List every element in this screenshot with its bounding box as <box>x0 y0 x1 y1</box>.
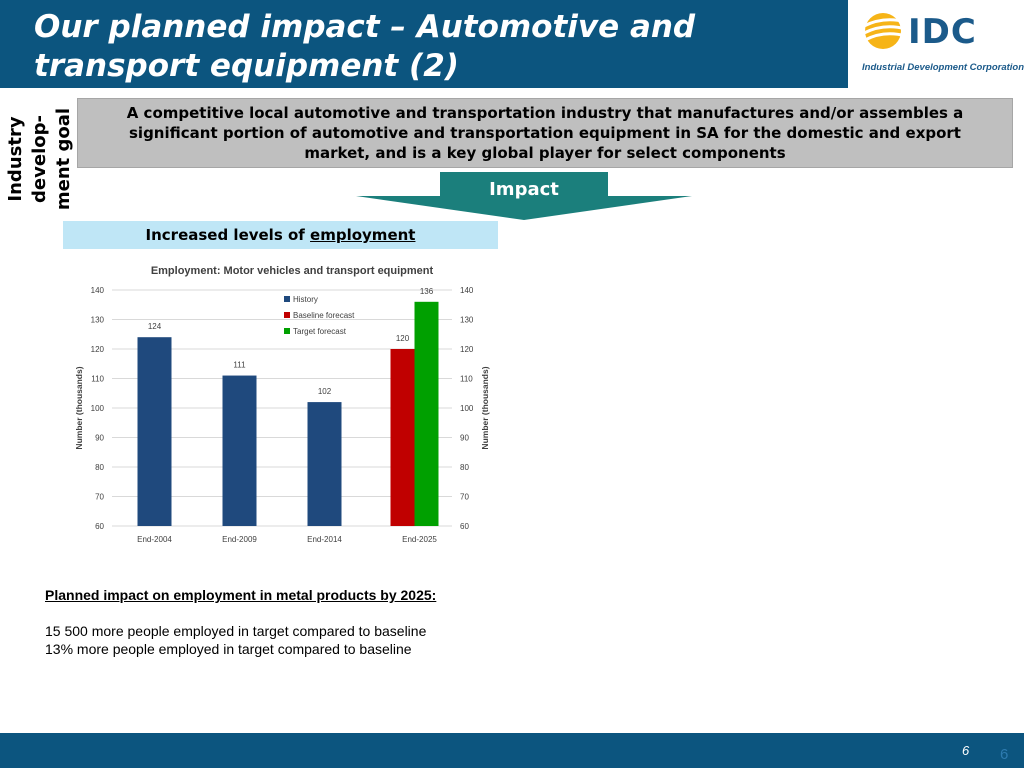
planned-impact-line-2: 13% more people employed in target compa… <box>45 641 412 657</box>
bar-history <box>307 402 342 526</box>
idc-logo: IDC Industrial Development Corporation <box>848 0 1024 88</box>
sun-logo-icon <box>863 13 907 49</box>
y-tick-label-left: 110 <box>91 375 104 384</box>
chart-title: Employment: Motor vehicles and transport… <box>151 265 434 277</box>
y-tick-label-right: 90 <box>460 434 469 443</box>
legend-entry: Target forecast <box>293 327 347 336</box>
legend-swatch <box>284 328 290 334</box>
y-tick-label-right: 100 <box>460 404 474 413</box>
y-tick-label-right: 110 <box>460 375 473 384</box>
data-label: 136 <box>420 287 434 296</box>
impact-label: Impact <box>489 179 559 200</box>
legend-entry: History <box>293 295 318 304</box>
y-tick-label-left: 60 <box>95 522 104 531</box>
page-number-alt: 6 <box>1000 746 1009 763</box>
y-tick-label-left: 140 <box>91 286 105 295</box>
y-tick-label-right: 140 <box>460 286 474 295</box>
y-tick-label-left: 80 <box>95 463 104 472</box>
title-line-1: Our planned impact – Automotive and <box>34 9 696 45</box>
employment-prefix: Increased levels of <box>145 226 311 244</box>
slide-header: Our planned impact – Automotive and tran… <box>0 0 1024 88</box>
employment-bar-chart: Employment: Motor vehicles and transport… <box>74 265 490 544</box>
y-tick-label-right: 120 <box>460 345 474 354</box>
y-axis-label-right: Number (thousands) <box>480 366 490 449</box>
y-tick-label-left: 120 <box>91 345 105 354</box>
y-tick-label-left: 90 <box>95 434 104 443</box>
employment-word: employment <box>310 226 416 244</box>
planned-impact-heading: Planned impact on employment in metal pr… <box>45 587 437 603</box>
slide-footer <box>0 733 1024 768</box>
side-label-line-1: Industry <box>5 116 26 202</box>
data-label: 120 <box>396 334 410 343</box>
employment-header: Increased levels of employment <box>63 221 498 249</box>
data-label: 111 <box>233 361 246 370</box>
bar-history <box>137 337 172 526</box>
title-line-2: transport equipment (2) <box>34 48 459 84</box>
y-tick-label-right: 80 <box>460 463 469 472</box>
legend-entry: Baseline forecast <box>293 311 355 320</box>
y-tick-label-left: 100 <box>91 404 105 413</box>
impact-arrow-icon <box>356 172 692 220</box>
data-label: 102 <box>318 387 332 396</box>
legend-swatch <box>284 312 290 318</box>
logo-subtitle: Industrial Development Corporation <box>862 62 1024 73</box>
bar-baseline-forecast <box>390 349 415 526</box>
y-axis-label-left: Number (thousands) <box>74 366 84 449</box>
x-tick-label: End-2025 <box>402 535 437 544</box>
legend-swatch <box>284 296 290 302</box>
y-tick-label-right: 130 <box>460 316 474 325</box>
bar-history <box>222 375 257 526</box>
bar-target-forecast <box>414 301 439 526</box>
side-label-line-3: ment goal <box>53 107 74 211</box>
x-tick-label: End-2004 <box>137 535 172 544</box>
y-tick-label-right: 70 <box>460 493 469 502</box>
industry-development-goal-label: Industry develop- ment goal <box>4 100 76 218</box>
y-tick-label-right: 60 <box>460 522 469 531</box>
data-label: 124 <box>148 322 162 331</box>
x-tick-label: End-2014 <box>307 535 342 544</box>
side-label-line-2: develop- <box>29 115 50 203</box>
page-number: 6 <box>962 743 970 758</box>
y-tick-label-left: 70 <box>95 493 104 502</box>
planned-impact-line-1: 15 500 more people employed in target co… <box>45 623 427 639</box>
planned-impact-section: Planned impact on employment in metal pr… <box>45 586 436 658</box>
y-tick-label-left: 130 <box>91 316 105 325</box>
slide-title: Our planned impact – Automotive and tran… <box>34 8 794 86</box>
logo-wordmark: IDC <box>908 12 977 52</box>
goal-statement: A competitive local automotive and trans… <box>77 98 1013 168</box>
x-tick-label: End-2009 <box>222 535 257 544</box>
